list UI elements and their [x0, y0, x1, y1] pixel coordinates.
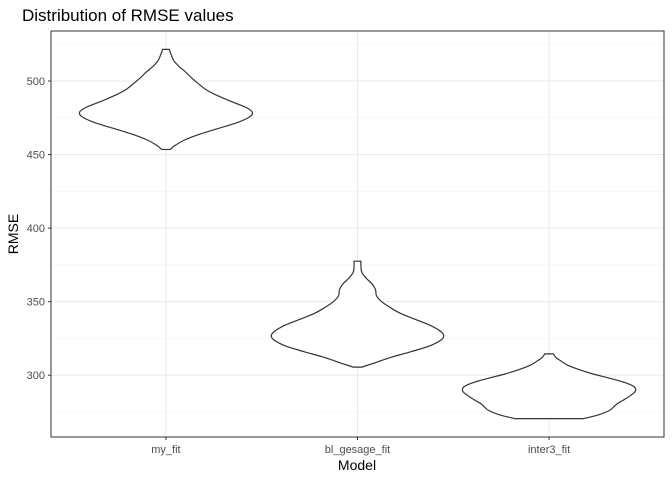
- y-tick-label: 500: [27, 76, 45, 88]
- violins: [78, 48, 637, 420]
- y-tick-label: 450: [27, 150, 45, 162]
- x-tick-label: inter3_fit: [528, 444, 570, 456]
- x-axis-title: Model: [338, 457, 376, 473]
- x-tick-label: bl_gesage_fit: [325, 444, 390, 456]
- chart-title: Distribution of RMSE values: [22, 6, 234, 25]
- y-axis-ticks: 300 350 400 450 500: [27, 76, 51, 382]
- x-tick-label: my_fit: [151, 444, 180, 456]
- x-axis-ticks: my_fit bl_gesage_fit inter3_fit: [151, 437, 570, 456]
- violin-inter3-fit: [461, 353, 637, 420]
- y-tick-label: 300: [27, 370, 45, 382]
- y-axis-title: RMSE: [5, 214, 21, 254]
- violin-bl-gesage-fit: [270, 260, 445, 368]
- y-tick-label: 400: [27, 223, 45, 235]
- violin-my-fit: [78, 48, 254, 151]
- y-tick-label: 350: [27, 297, 45, 309]
